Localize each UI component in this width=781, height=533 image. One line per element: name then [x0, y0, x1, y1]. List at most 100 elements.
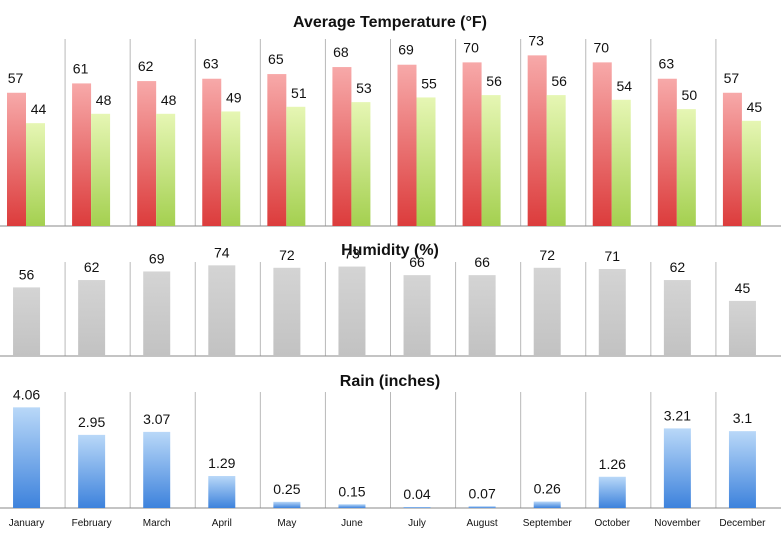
- temperature-bar-series2: [351, 102, 371, 226]
- temperature-data-label: 68: [333, 44, 349, 60]
- temperature-bar-series1: [592, 62, 612, 226]
- humidity-data-label: 45: [735, 280, 751, 296]
- temperature-bar-series1: [72, 83, 92, 226]
- humidity-bar: [663, 280, 691, 356]
- rain-data-label: 0.25: [273, 481, 300, 497]
- rain-data-label: 0.26: [534, 481, 561, 497]
- month-tick-label: November: [654, 518, 701, 529]
- temperature-bar-series1: [202, 78, 222, 226]
- temperature-data-label: 63: [659, 56, 675, 72]
- rain-chart-title: Rain (inches): [340, 373, 440, 390]
- temperature-data-label: 63: [203, 56, 219, 72]
- rain-data-label: 3.07: [143, 411, 170, 427]
- humidity-bar: [338, 266, 366, 356]
- temperature-bar-series2: [546, 95, 566, 226]
- temperature-data-label: 53: [356, 80, 372, 96]
- rain-bar: [663, 428, 691, 508]
- temperature-data-label: 44: [31, 101, 47, 117]
- rain-data-label: 1.29: [208, 455, 235, 471]
- temperature-chart-title: Average Temperature (°F): [293, 14, 487, 31]
- rain-bar: [338, 504, 366, 508]
- rain-data-label: 0.15: [338, 483, 365, 499]
- rain-data-label: 3.1: [733, 410, 753, 426]
- rain-data-label: 4.06: [13, 386, 40, 402]
- rain-bar: [533, 501, 561, 508]
- humidity-data-label: 71: [605, 248, 621, 264]
- humidity-data-label: 66: [409, 254, 425, 270]
- rain-data-label: 1.26: [599, 456, 626, 472]
- humidity-bar: [468, 275, 496, 356]
- rain-data-label: 3.21: [664, 407, 691, 423]
- temperature-data-label: 61: [73, 60, 89, 76]
- temperature-bar-series2: [676, 109, 696, 226]
- temperature-data-label: 49: [226, 89, 242, 105]
- humidity-data-label: 72: [279, 247, 295, 263]
- humidity-bar: [208, 265, 236, 356]
- temperature-bar-series1: [397, 64, 417, 227]
- humidity-bar: [533, 267, 561, 356]
- temperature-bar-series1: [7, 92, 26, 226]
- temperature-data-label: 50: [682, 87, 698, 103]
- month-tick-label: July: [408, 518, 426, 529]
- humidity-data-label: 69: [149, 250, 165, 266]
- humidity-data-label: 62: [670, 259, 686, 275]
- month-tick-label: June: [341, 518, 363, 529]
- humidity-data-label: 74: [214, 244, 230, 260]
- temperature-bar-series1: [527, 55, 547, 226]
- temperature-bar-series1: [462, 62, 482, 226]
- rain-bar: [598, 476, 626, 508]
- month-axis: January February March April May June July Augu…: [9, 518, 766, 529]
- rain-data-label: 0.04: [403, 486, 430, 502]
- month-tick-label: May: [277, 518, 296, 529]
- humidity-bar: [598, 269, 626, 356]
- rain-bar: [13, 407, 41, 508]
- humidity-bar: [13, 287, 41, 356]
- temperature-bar-series1: [657, 78, 677, 226]
- month-tick-label: February: [72, 518, 112, 529]
- temperature-bar-series1: [722, 92, 742, 226]
- humidity-plot: 56 62 69 74 72 73 66 66 72 71 62 45: [0, 244, 781, 357]
- rain-data-label: 2.95: [78, 414, 105, 430]
- temperature-bar-series2: [26, 123, 45, 226]
- temperature-bar-series2: [741, 120, 761, 226]
- humidity-data-label: 72: [539, 247, 555, 263]
- temperature-bar-series2: [91, 113, 111, 226]
- temperature-data-label: 56: [486, 73, 502, 89]
- rain-bar: [468, 506, 496, 508]
- humidity-bar: [403, 275, 431, 356]
- rain-bar: [273, 501, 301, 508]
- temperature-data-label: 70: [593, 39, 609, 55]
- month-tick-label: September: [523, 518, 573, 529]
- temperature-data-label: 69: [398, 42, 414, 58]
- temperature-data-label: 73: [528, 32, 544, 48]
- humidity-data-label: 62: [84, 259, 100, 275]
- temperature-bar-series1: [267, 74, 287, 226]
- humidity-data-label: 66: [474, 254, 490, 270]
- month-tick-label: December: [719, 518, 766, 529]
- humidity-bar: [728, 300, 756, 356]
- humidity-bar: [273, 267, 301, 356]
- temperature-bar-series2: [156, 113, 176, 226]
- month-tick-label: March: [143, 518, 171, 529]
- rain-plot: 4.06 2.95 3.07 1.29 0.25 0.15 0.04 0.07 0.26 1.26…: [0, 386, 781, 509]
- temperature-bar-series2: [286, 106, 306, 226]
- temperature-bar-series2: [221, 111, 241, 226]
- temperature-data-label: 51: [291, 85, 307, 101]
- month-tick-label: April: [212, 518, 232, 529]
- humidity-bar: [143, 271, 171, 356]
- temperature-plot: 57 44 61 48 62 48 63 49 65 51 68 53 69 55 70 56 73 56 70 54…: [0, 32, 781, 227]
- temperature-bar-series2: [481, 95, 501, 226]
- temperature-data-label: 70: [463, 39, 479, 55]
- temperature-bar-series2: [416, 97, 436, 226]
- humidity-data-label: 73: [344, 246, 360, 262]
- rain-bar: [208, 476, 236, 508]
- humidity-chart-title: Humidity (%): [341, 242, 439, 259]
- humidity-bar: [78, 280, 106, 356]
- month-tick-label: January: [9, 518, 45, 529]
- rain-bar: [143, 431, 171, 508]
- humidity-data-label: 56: [19, 266, 35, 282]
- month-tick-label: August: [467, 518, 498, 529]
- temperature-bar-series2: [611, 99, 631, 226]
- temperature-data-label: 48: [96, 92, 112, 108]
